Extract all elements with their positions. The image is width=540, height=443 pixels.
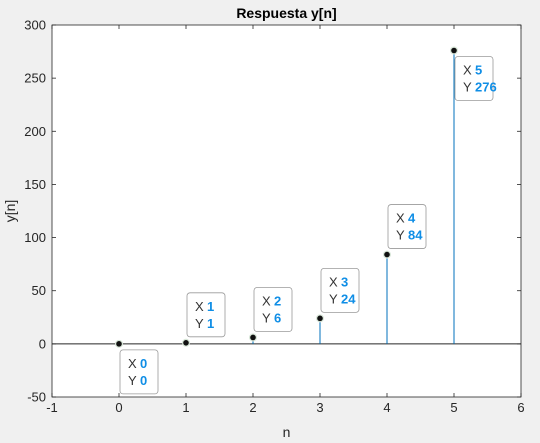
y-tick-label: 0 bbox=[39, 336, 46, 351]
x-tick-label: 2 bbox=[249, 400, 256, 415]
datatip-box bbox=[253, 287, 293, 332]
y-tick-label: 200 bbox=[24, 124, 46, 139]
stem-marker bbox=[383, 250, 392, 259]
datatip: X 2Y 6 bbox=[253, 287, 293, 332]
stem-marker bbox=[450, 46, 459, 55]
stem-marker bbox=[114, 339, 123, 348]
datatip-y-value: 0 bbox=[140, 373, 147, 388]
datatip-x-value: 1 bbox=[207, 299, 214, 314]
axes-background bbox=[51, 24, 522, 398]
chart-title: Respuesta y[n] bbox=[236, 5, 336, 21]
stem-marker bbox=[182, 338, 191, 347]
y-tick-label: -50 bbox=[27, 390, 46, 405]
x-tick-label: 4 bbox=[383, 400, 390, 415]
datatip-x-value: 0 bbox=[140, 356, 147, 371]
datatip-y-value: 84 bbox=[408, 228, 423, 243]
datatip-x-key: X bbox=[128, 356, 137, 371]
datatip: X 4Y 84 bbox=[387, 204, 427, 249]
datatip-x-key: X bbox=[195, 299, 204, 314]
x-tick-label: 0 bbox=[115, 400, 122, 415]
datatip-x-key: X bbox=[396, 211, 405, 226]
datatip-y-value: 24 bbox=[341, 291, 356, 306]
datatip-box bbox=[454, 56, 494, 101]
datatip-y-value: 1 bbox=[207, 316, 214, 331]
x-axis-label: n bbox=[283, 424, 291, 440]
x-tick-label: 5 bbox=[450, 400, 457, 415]
y-tick-label: 250 bbox=[24, 71, 46, 86]
x-tick-label: 3 bbox=[316, 400, 323, 415]
datatip-x-value: 4 bbox=[408, 211, 416, 226]
y-tick-label: 300 bbox=[24, 18, 46, 33]
datatip-y-key: Y bbox=[463, 80, 472, 95]
y-tick-label: 50 bbox=[32, 283, 46, 298]
x-tick-label: 6 bbox=[517, 400, 524, 415]
datatip-y-key: Y bbox=[195, 316, 204, 331]
datatip-box bbox=[320, 267, 360, 313]
datatip-x-value: 5 bbox=[475, 63, 482, 78]
datatip-box bbox=[186, 292, 226, 338]
datatip-box bbox=[387, 204, 427, 249]
datatip: X 3Y 24 bbox=[320, 267, 360, 313]
x-tick-label: 1 bbox=[182, 400, 189, 415]
datatip-x-key: X bbox=[463, 63, 472, 78]
datatip-x-key: X bbox=[262, 293, 271, 308]
datatip-y-key: Y bbox=[262, 310, 271, 325]
y-axis-label: y[n] bbox=[2, 200, 18, 223]
stem-marker bbox=[316, 314, 325, 323]
datatip-y-value: 276 bbox=[475, 80, 497, 95]
datatip-y-key: Y bbox=[329, 291, 338, 306]
datatip-y-key: Y bbox=[396, 228, 405, 243]
datatip: X 0Y 0 bbox=[119, 349, 159, 395]
datatip: X 5Y 276 bbox=[454, 56, 497, 101]
datatip-x-key: X bbox=[329, 274, 338, 289]
stem-marker bbox=[249, 333, 258, 342]
datatip-y-value: 6 bbox=[274, 310, 281, 325]
stems-layer bbox=[114, 46, 459, 348]
x-tick-label: -1 bbox=[46, 400, 58, 415]
datatip: X 1Y 1 bbox=[186, 292, 226, 338]
datatip-x-value: 2 bbox=[274, 293, 281, 308]
datatips-layer: X 0Y 0X 1Y 1X 2Y 6X 3Y 24X 4Y 84X 5Y 276 bbox=[119, 56, 497, 395]
datatip-x-value: 3 bbox=[341, 274, 348, 289]
y-tick-label: 100 bbox=[24, 230, 46, 245]
datatip-y-key: Y bbox=[128, 373, 137, 388]
datatip-box bbox=[119, 349, 159, 395]
y-tick-label: 150 bbox=[24, 177, 46, 192]
